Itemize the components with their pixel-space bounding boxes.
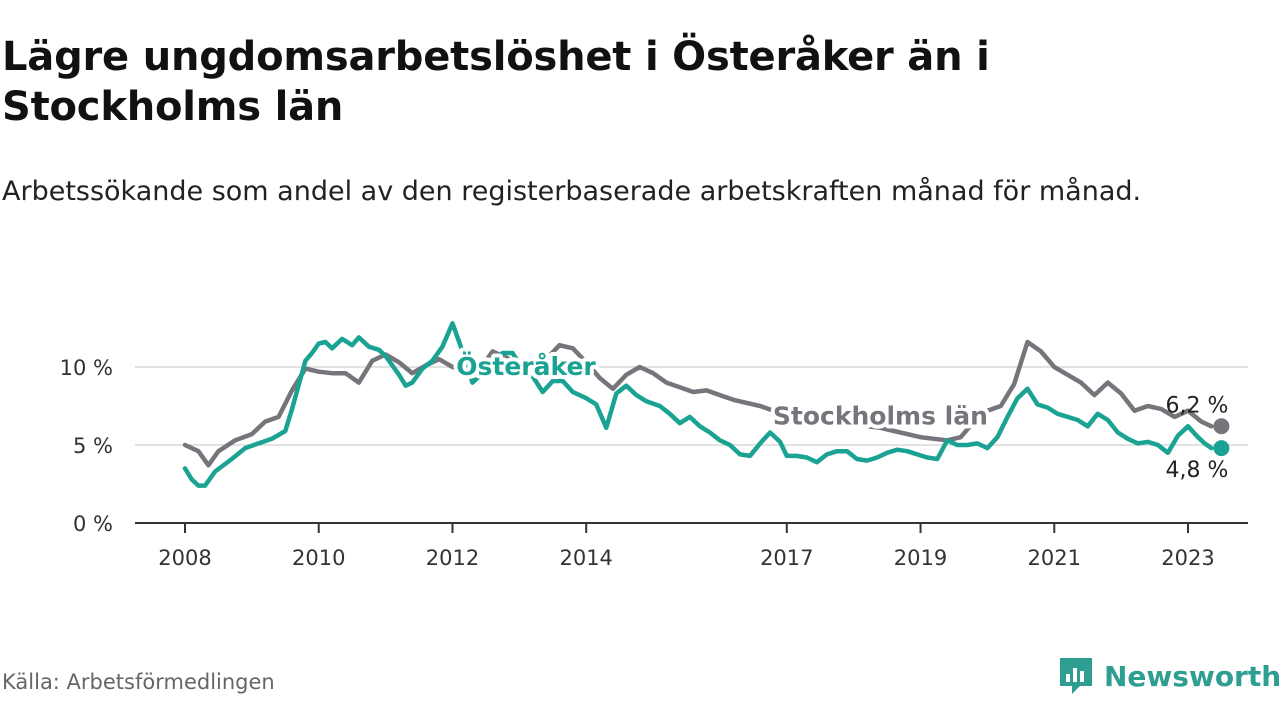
brand-logo: Newsworthy: [1058, 654, 1280, 698]
chart-title: Lägre ungdomsarbetslöshet i Österåker än…: [2, 34, 990, 130]
x-tick-label: 2021: [1028, 546, 1081, 570]
x-tick-label: 2017: [760, 546, 813, 570]
x-tick-label: 2008: [158, 546, 211, 570]
series-line: [182, 321, 1214, 488]
series-annotation: Stockholms län: [773, 402, 988, 431]
y-tick-label: 5 %: [73, 434, 113, 458]
series-end-point: [1213, 440, 1230, 457]
x-tick-label: 2023: [1161, 546, 1214, 570]
series-end-label: 6,2 %: [1166, 393, 1229, 418]
series-annotation: Österåker: [456, 351, 596, 381]
x-tick-label: 2012: [426, 546, 479, 570]
series-layer: [182, 321, 1230, 488]
axis-layer: 0 % 5 % 10 % 2008 2010 2012 2014 2017 2019 2021 20…: [60, 356, 1248, 570]
source-note: Källa: Arbetsförmedlingen: [2, 670, 275, 694]
y-tick-label: 10 %: [60, 356, 113, 380]
series-end-point: [1213, 418, 1230, 435]
bar-chart-logo-icon: [1060, 658, 1092, 694]
series-annotation-halo: Österåker: [456, 351, 596, 381]
series-line: [182, 339, 1214, 468]
y-tick-label: 0 %: [73, 512, 113, 536]
series-end-label: 4,8 %: [1166, 458, 1229, 483]
chart-subtitle: Arbetssökande som andel av den registerb…: [2, 176, 1142, 207]
brand-name: Newsworthy: [1104, 659, 1280, 693]
grid-layer: [135, 366, 1248, 446]
x-tick-label: 2019: [894, 546, 947, 570]
x-tick-label: 2010: [292, 546, 345, 570]
x-tick-label: 2014: [559, 546, 612, 570]
series-annotation-halo: Stockholms län: [773, 402, 988, 431]
